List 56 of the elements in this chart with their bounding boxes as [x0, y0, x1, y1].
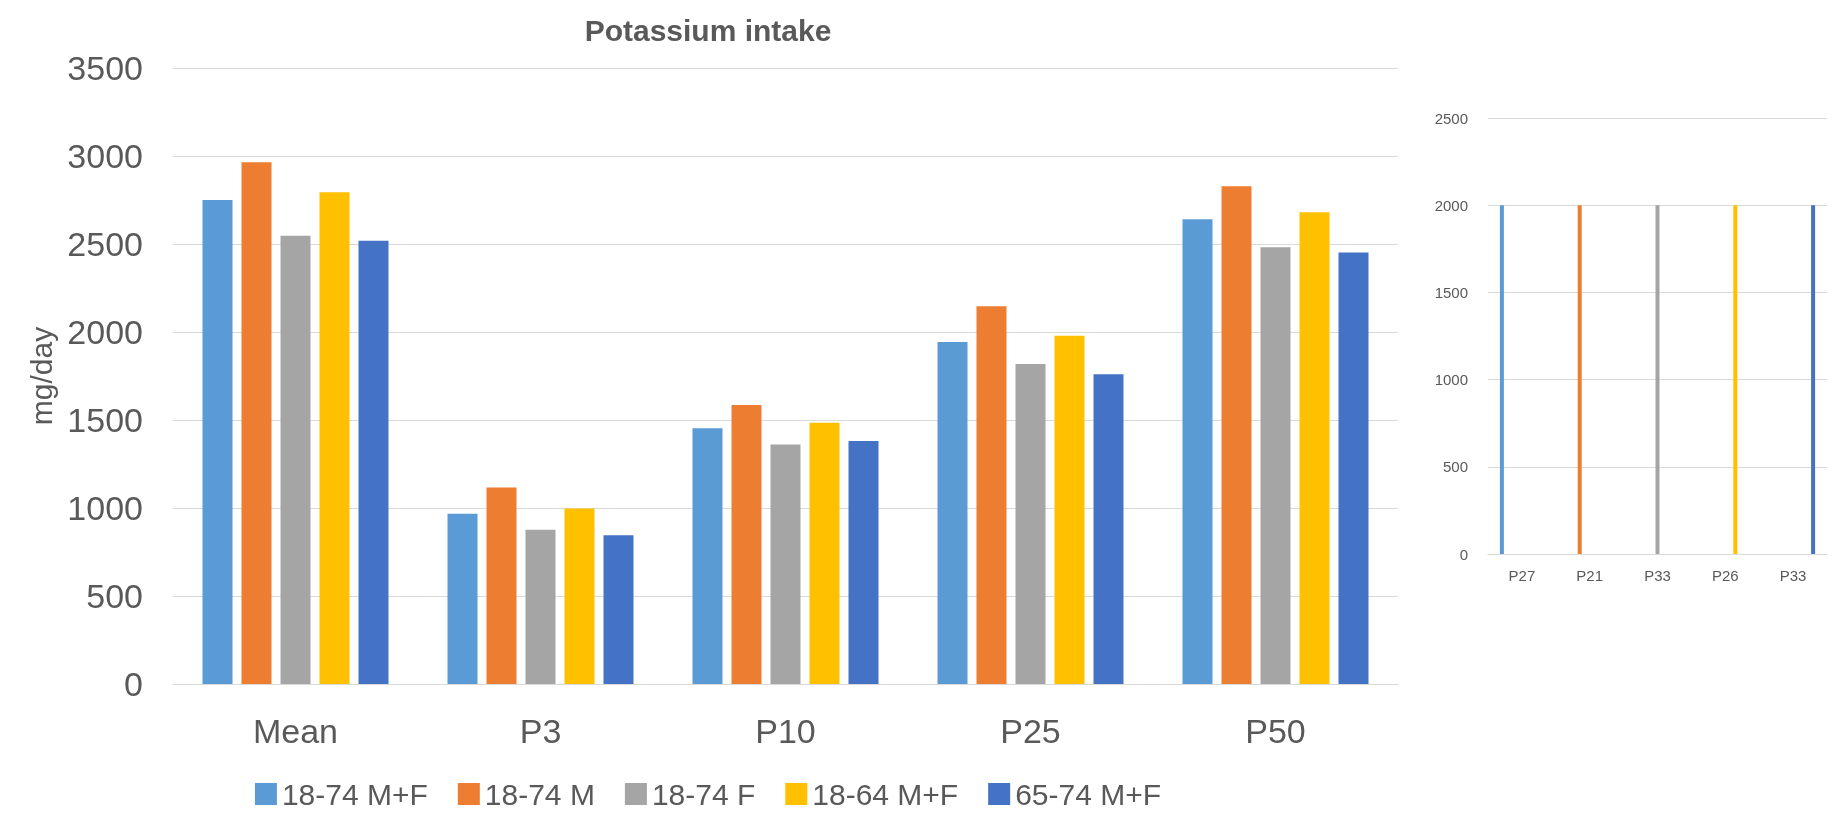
bar	[1299, 212, 1330, 684]
bar	[731, 405, 762, 684]
y-tick-label: 0	[124, 665, 143, 703]
x-tick-label: P50	[1245, 712, 1306, 750]
y-tick-label: 2000	[67, 313, 143, 351]
bar	[603, 535, 634, 684]
y-tick-label: 1500	[67, 401, 143, 439]
bar	[564, 508, 595, 684]
y-tick-label: 3000	[67, 137, 143, 175]
bar	[319, 192, 350, 684]
bar	[692, 428, 723, 684]
y-tick-label: 3500	[67, 49, 143, 87]
y-tick-label: 1000	[1434, 371, 1468, 389]
x-tick-label: P26	[1711, 567, 1739, 584]
legend-label: 18-74 M+F	[281, 777, 428, 811]
y-tick-label: 500	[1442, 458, 1468, 476]
legend-label: 18-64 M+F	[812, 777, 959, 811]
x-tick-label: Mean	[252, 712, 339, 750]
x-tick-label: P25	[1000, 712, 1061, 750]
y-tick-label: 2000	[1434, 196, 1468, 214]
x-tick-label: P33	[1779, 567, 1807, 584]
x-tick-label: P27	[1508, 567, 1536, 584]
x-tick-label: P33	[1644, 567, 1671, 584]
y-tick-label: 2500	[67, 225, 143, 263]
legend-label: 18-74 M	[484, 777, 595, 811]
bar	[809, 422, 840, 684]
y-axis-title: mg/day	[24, 326, 58, 426]
legend-label: 18-74 F	[651, 777, 756, 811]
x-tick-label: P21	[1576, 567, 1604, 584]
bar	[1338, 252, 1369, 684]
bar	[280, 235, 311, 684]
bar	[525, 529, 556, 684]
y-tick-label: 1500	[1434, 283, 1468, 301]
bar	[1221, 186, 1252, 684]
legend-label: 65-74 M+F	[1015, 777, 1162, 811]
bar	[358, 240, 389, 684]
bar	[1260, 247, 1291, 684]
bar	[848, 441, 879, 684]
bar	[1015, 364, 1046, 684]
chart-title: Potassium intake	[584, 13, 832, 47]
bar	[241, 162, 272, 684]
bar	[976, 306, 1007, 684]
bar	[486, 487, 517, 684]
bar	[1093, 374, 1124, 684]
bar	[202, 200, 233, 684]
x-tick-label: P3	[519, 712, 562, 750]
y-tick-label: 0	[1459, 545, 1468, 563]
bar	[1054, 335, 1085, 684]
bar	[937, 342, 968, 684]
y-tick-label: 500	[86, 577, 143, 615]
bar	[447, 513, 478, 684]
bar	[1182, 219, 1213, 684]
y-tick-label: 1000	[67, 489, 143, 527]
x-tick-label: P10	[755, 712, 816, 750]
y-tick-label: 2500	[1434, 109, 1468, 127]
bar	[770, 444, 801, 684]
